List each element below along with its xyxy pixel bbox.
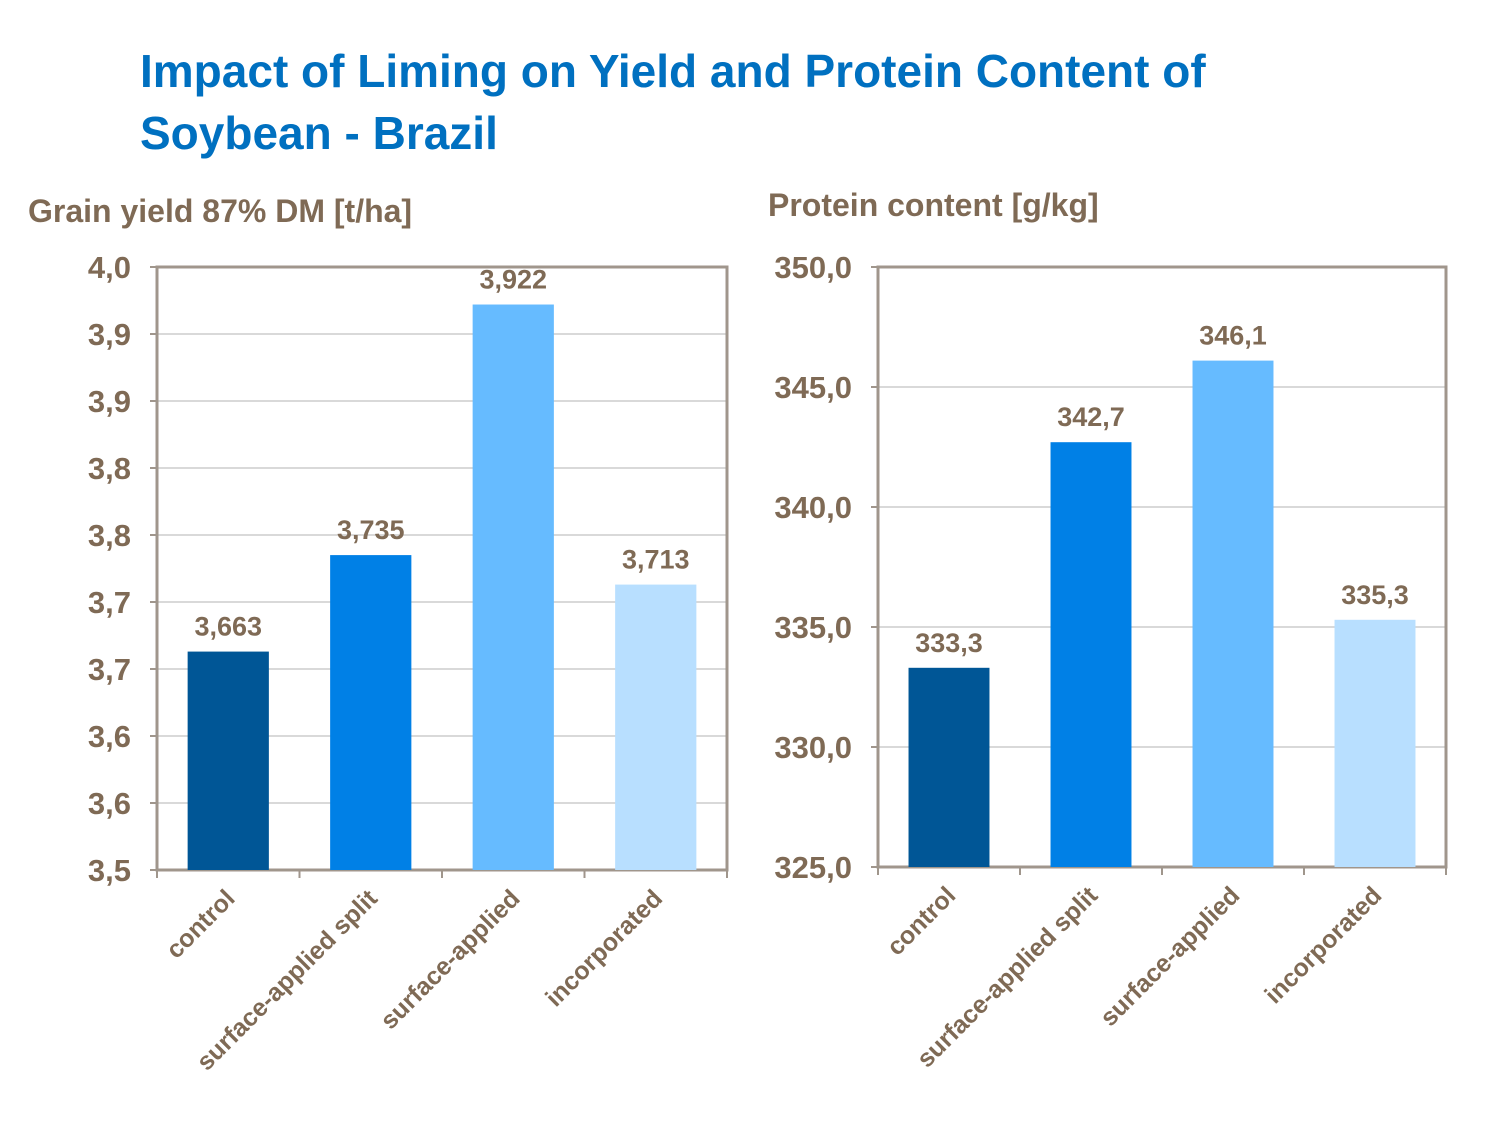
y-axis-title: Grain yield 87% DM [t/ha]: [28, 193, 412, 229]
y-tick-label: 3,7: [88, 652, 131, 687]
page-title: Impact of Liming on Yield and Protein Co…: [140, 45, 1206, 159]
y-tick-label: 325,0: [774, 850, 852, 885]
y-tick-label: 3,9: [88, 317, 131, 352]
value-label: 342,7: [1057, 402, 1125, 432]
bar: [187, 651, 269, 870]
y-tick-label: 3,6: [88, 786, 131, 821]
y-tick-label: 3,9: [88, 384, 131, 419]
x-tick-label: surface-applied: [1095, 881, 1245, 1031]
value-label: 335,3: [1341, 580, 1409, 610]
y-tick-label: 340,0: [774, 490, 852, 525]
x-tick-label: control: [161, 884, 241, 964]
bar: [1334, 619, 1416, 867]
value-label: 3,713: [622, 545, 690, 575]
value-label: 346,1: [1199, 321, 1267, 351]
value-label: 3,663: [194, 612, 262, 642]
x-tick-label: incorporated: [540, 884, 668, 1012]
bar: [330, 555, 412, 870]
y-tick-label: 3,7: [88, 585, 131, 620]
y-tick-label: 3,6: [88, 719, 131, 754]
bar: [472, 304, 554, 870]
value-label: 333,3: [915, 628, 983, 658]
y-tick-label: 3,5: [88, 853, 131, 888]
bar: [1192, 360, 1274, 867]
x-tick-label: control: [882, 881, 962, 961]
y-tick-label: 330,0: [774, 730, 852, 765]
value-label: 3,735: [337, 515, 405, 545]
bar: [615, 584, 697, 870]
y-tick-label: 4,0: [88, 250, 131, 285]
x-tick-label: surface-applied: [375, 884, 525, 1034]
value-label: 3,922: [479, 265, 547, 295]
bar: [1050, 442, 1132, 867]
y-tick-label: 3,8: [88, 451, 131, 486]
y-tick-label: 350,0: [774, 250, 852, 285]
bar: [908, 667, 990, 867]
y-tick-label: 3,8: [88, 518, 131, 553]
y-axis-title: Protein content [g/kg]: [768, 187, 1099, 223]
y-tick-label: 345,0: [774, 370, 852, 405]
y-tick-label: 335,0: [774, 610, 852, 645]
x-tick-label: incorporated: [1259, 881, 1387, 1009]
